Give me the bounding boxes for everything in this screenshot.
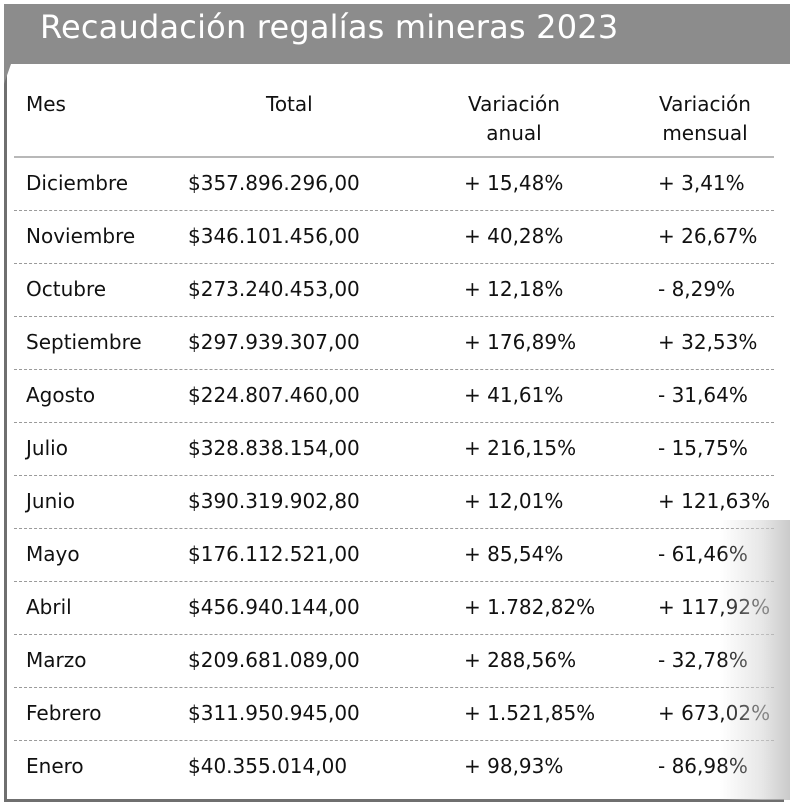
cell-variacion-mensual: - 61,46%	[658, 542, 748, 566]
cell-variacion-mensual: + 673,02%	[658, 701, 771, 725]
title-bar	[4, 4, 790, 64]
cell-mes: Febrero	[26, 701, 102, 725]
cell-variacion-anual: + 216,15%	[464, 436, 577, 460]
table-row: Abril $456.940.144,00 + 1.782,82% + 117,92%	[14, 582, 774, 635]
table-body: Diciembre $357.896.296,00 + 15,48% + 3,41% N…	[14, 158, 774, 793]
cell-variacion-anual: + 176,89%	[464, 330, 577, 354]
cell-variacion-mensual: - 31,64%	[658, 383, 748, 407]
cell-variacion-anual: + 12,18%	[464, 277, 564, 301]
cell-variacion-mensual: + 32,53%	[658, 330, 758, 354]
cell-mes: Noviembre	[26, 224, 136, 248]
table-row: Marzo $209.681.089,00 + 288,56% - 32,78%	[14, 635, 774, 688]
table-row: Septiembre $297.939.307,00 + 176,89% + 32,5…	[14, 317, 774, 370]
cell-variacion-anual: + 41,61%	[464, 383, 564, 407]
header-total: Total	[266, 92, 313, 116]
table-row: Agosto $224.807.460,00 + 41,61% - 31,64%	[14, 370, 774, 423]
cell-total: $456.940.144,00	[188, 595, 360, 619]
cell-total: $390.319.902,80	[188, 489, 360, 513]
cell-variacion-mensual: - 32,78%	[658, 648, 748, 672]
cell-mes: Junio	[26, 489, 76, 513]
cell-total: $357.896.296,00	[188, 171, 360, 195]
cell-mes: Agosto	[26, 383, 96, 407]
cell-mes: Julio	[26, 436, 68, 460]
cell-mes: Diciembre	[26, 171, 129, 195]
table-row: Octubre $273.240.453,00 + 12,18% - 8,29%	[14, 264, 774, 317]
table-row: Junio $390.319.902,80 + 12,01% + 121,63%	[14, 476, 774, 529]
cell-mes: Marzo	[26, 648, 87, 672]
cell-total: $176.112.521,00	[188, 542, 360, 566]
data-table: Mes Total Variación anual Variación mens…	[14, 84, 774, 793]
cell-total: $224.807.460,00	[188, 383, 360, 407]
cell-total: $328.838.154,00	[188, 436, 360, 460]
table-row: Julio $328.838.154,00 + 216,15% - 15,75%	[14, 423, 774, 476]
cell-variacion-anual: + 1.521,85%	[464, 701, 596, 725]
header-mes: Mes	[26, 92, 66, 116]
cell-mes: Mayo	[26, 542, 80, 566]
table-row: Febrero $311.950.945,00 + 1.521,85% + 673,0…	[14, 688, 774, 741]
cell-total: $346.101.456,00	[188, 224, 360, 248]
cell-variacion-mensual: - 15,75%	[658, 436, 748, 460]
cell-mes: Abril	[26, 595, 72, 619]
cell-total: $311.950.945,00	[188, 701, 360, 725]
cell-variacion-mensual: + 3,41%	[658, 171, 745, 195]
cell-variacion-mensual: + 121,63%	[658, 489, 771, 513]
table-row: Noviembre $346.101.456,00 + 40,28% + 26,67%	[14, 211, 774, 264]
cell-variacion-anual: + 12,01%	[464, 489, 564, 513]
cell-variacion-anual: + 288,56%	[464, 648, 577, 672]
table-row: Enero $40.355.014,00 + 98,93% - 86,98%	[14, 741, 774, 793]
table-header: Mes Total Variación anual Variación mens…	[14, 84, 774, 158]
cell-total: $209.681.089,00	[188, 648, 360, 672]
header-anual-line1: Variación	[468, 92, 560, 116]
header-mensual-line1: Variación	[659, 92, 751, 116]
table-frame	[4, 4, 784, 802]
header-variacion-mensual: Variación mensual	[654, 90, 756, 148]
cell-mes: Septiembre	[26, 330, 142, 354]
cell-total: $297.939.307,00	[188, 330, 360, 354]
cell-total: $40.355.014,00	[188, 754, 348, 778]
cell-total: $273.240.453,00	[188, 277, 360, 301]
header-variacion-anual: Variación anual	[464, 90, 564, 148]
cell-variacion-anual: + 1.782,82%	[464, 595, 596, 619]
table-title: Recaudación regalías mineras 2023	[40, 8, 619, 46]
table-row: Diciembre $357.896.296,00 + 15,48% + 3,41%	[14, 158, 774, 211]
header-mensual-line2: mensual	[662, 121, 748, 145]
cell-variacion-anual: + 40,28%	[464, 224, 564, 248]
cell-variacion-mensual: - 8,29%	[658, 277, 736, 301]
cell-variacion-anual: + 15,48%	[464, 171, 564, 195]
cell-mes: Enero	[26, 754, 84, 778]
cell-variacion-mensual: + 117,92%	[658, 595, 771, 619]
table-row: Mayo $176.112.521,00 + 85,54% - 61,46%	[14, 529, 774, 582]
cell-mes: Octubre	[26, 277, 107, 301]
cell-variacion-mensual: + 26,67%	[658, 224, 758, 248]
header-anual-line2: anual	[486, 121, 542, 145]
cell-variacion-anual: + 98,93%	[464, 754, 564, 778]
cell-variacion-anual: + 85,54%	[464, 542, 564, 566]
cell-variacion-mensual: - 86,98%	[658, 754, 748, 778]
